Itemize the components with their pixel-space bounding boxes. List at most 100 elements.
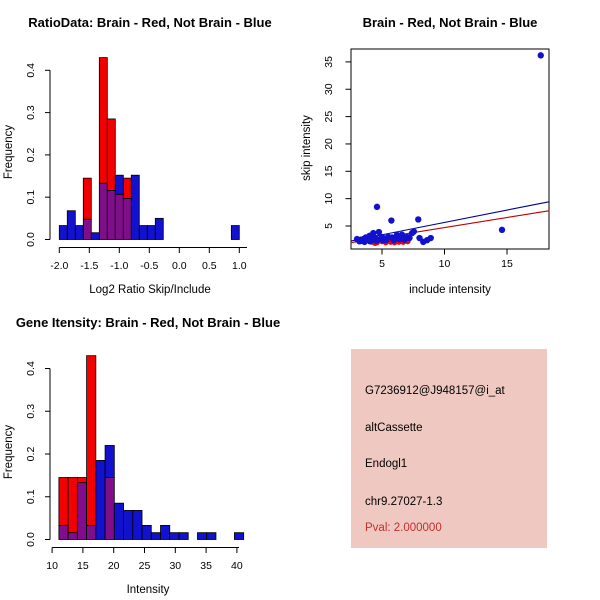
histogram-bar-segment (76, 477, 87, 484)
y-tick-label: 0.2 (25, 447, 37, 462)
histogram-bar-segment (76, 482, 87, 540)
histogram-bar-segment (114, 193, 124, 240)
scatter-point-blue (427, 234, 434, 242)
y-axis-label: Frequency (3, 125, 15, 180)
histogram-bar-segment (141, 524, 152, 540)
x-tick-label: 10 (439, 258, 451, 270)
x-tick-label: 5 (379, 258, 385, 270)
x-tick-label: 0.5 (202, 260, 217, 272)
histogram-bar-segment (113, 502, 124, 540)
splice-event-text: altCassette (365, 422, 423, 434)
scatter-point-blue (415, 216, 422, 223)
y-tick-label: 0.4 (25, 361, 37, 376)
info-box: G7236912@J948157@i_at altCassette Endogl… (351, 349, 547, 548)
y-tick-label: 0.2 (25, 147, 37, 162)
scatter-point-blue (537, 52, 544, 59)
histogram-bar-segment (122, 198, 132, 240)
info-panel: G7236912@J948157@i_at altCassette Endogl… (300, 300, 600, 600)
x-axis-label: include intensity (409, 284, 491, 296)
chart-title: RatioData: Brain - Red, Not Brain - Blue (28, 15, 271, 30)
histogram-bar-segment (58, 477, 69, 526)
x-axis-label: Log2 Ratio Skip/Include (89, 284, 210, 296)
histogram-bar-segment (82, 218, 92, 240)
histogram-bar-segment (82, 177, 92, 220)
scatter-point-blue (373, 203, 381, 211)
y-tick-label: 35 (323, 56, 335, 68)
y-tick-label: 0.0 (25, 232, 37, 247)
histogram-bar-segment (67, 532, 78, 540)
ratio-histogram-panel: 0.0 0.1 0.2 0.3 0.4 -2.0 -1.5 -1.0 -0.5 0.0 0.5 1.0… (3, 15, 272, 296)
scatter-point-blue (375, 228, 383, 236)
histogram-bar-segment (169, 532, 180, 540)
gene-name-text: Endogl1 (365, 458, 408, 470)
histogram-bar-segment (58, 225, 68, 240)
y-tick-label: 0.3 (25, 404, 37, 419)
y-tick-label: 0.4 (25, 63, 37, 78)
histogram-bar-segment (114, 174, 124, 195)
y-tick-label: 20 (323, 138, 335, 150)
y-tick-label: 15 (323, 165, 335, 177)
x-tick-label: -0.5 (140, 260, 158, 272)
x-tick-label: 30 (169, 560, 181, 572)
chart-title: Brain - Red, Not Brain - Blue (363, 15, 538, 30)
pval-text: Pval: 2.000000 (365, 522, 442, 534)
histogram-bar-segment (197, 532, 208, 540)
histogram-bar-segment (130, 174, 140, 240)
histogram-bar-segment (132, 510, 143, 540)
x-tick-label: 25 (139, 560, 151, 572)
histogram-bar-segment (98, 57, 108, 184)
histogram-bar-segment (150, 532, 161, 540)
histogram-bar-segment (95, 460, 106, 540)
y-tick-label: 0.1 (25, 489, 37, 504)
histogram-bar-segment (234, 532, 245, 540)
scatter-point-blue (498, 226, 506, 234)
histogram-bar-segment (58, 524, 69, 540)
x-tick-label: 15 (77, 560, 89, 572)
scatter-point-blue (370, 229, 377, 237)
plot-box (350, 48, 550, 250)
histogram-bar-segment (86, 355, 97, 526)
y-tick-label: 0.1 (25, 190, 37, 205)
scatter-point-blue (388, 217, 395, 224)
histogram-bar-segment (86, 524, 97, 540)
x-tick-label: 1.0 (232, 260, 247, 272)
histogram-bar-segment (154, 217, 164, 240)
histogram-bar-segment (138, 225, 148, 240)
y-tick-label: 5 (323, 223, 335, 229)
scatter-point-blue (406, 234, 413, 242)
histogram-bar-segment (104, 445, 115, 478)
y-tick-label: 25 (323, 111, 335, 123)
histogram-bar-segment (146, 225, 156, 240)
x-tick-label: 10 (46, 560, 58, 572)
x-tick-label: 40 (231, 560, 243, 572)
histogram-bar-segment (160, 524, 171, 540)
intensity-scatter-panel: 5 10 15 5 10 15 20 25 30 35 Brain - Red, Not Brain… (301, 15, 550, 296)
gene-histogram-panel: 0.0 0.1 0.2 0.3 0.4 10 15 20 25 30 35 40 Gene Itensi… (3, 315, 280, 596)
x-tick-label: 15 (501, 258, 513, 270)
histogram-bar-segment (74, 225, 84, 240)
histogram-bar-segment (106, 118, 116, 191)
x-tick-label: 0.0 (172, 260, 187, 272)
x-tick-label: -2.0 (50, 260, 68, 272)
histogram-bar-segment (106, 190, 116, 240)
x-tick-label: -1.0 (110, 260, 128, 272)
histogram-bar-segment (123, 510, 134, 540)
x-axis-label: Intensity (127, 584, 170, 596)
probe-id-text: G7236912@J948157@i_at (365, 385, 505, 397)
y-axis-label: Frequency (3, 425, 15, 480)
x-tick-label: -1.5 (80, 260, 98, 272)
y-tick-label: 10 (323, 193, 335, 205)
histogram-bar-segment (122, 177, 132, 199)
histogram-bar-segment (67, 477, 78, 534)
y-tick-label: 30 (323, 83, 335, 95)
histogram-bar-segment (206, 532, 217, 540)
histogram-bar-segment (98, 182, 108, 240)
y-tick-label: 0.3 (25, 105, 37, 120)
histogram-bar-segment (178, 532, 189, 540)
histogram-bar-segment (230, 225, 240, 240)
histogram-bar-segment (90, 232, 100, 240)
x-tick-label: 35 (200, 560, 212, 572)
scatter-point-blue (410, 228, 418, 235)
locus-text: chr9.27027-1.3 (365, 496, 443, 508)
